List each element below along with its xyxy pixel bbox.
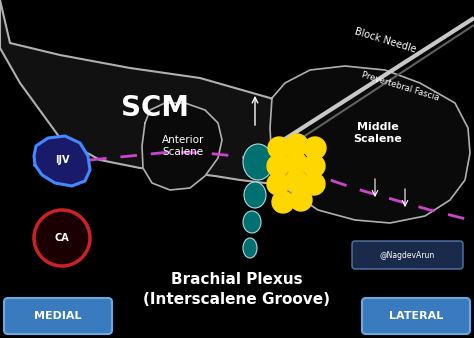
Text: (Interscalene Groove): (Interscalene Groove) <box>144 292 330 308</box>
Polygon shape <box>270 66 470 223</box>
Polygon shape <box>0 0 320 183</box>
Ellipse shape <box>244 182 266 208</box>
Ellipse shape <box>243 144 273 180</box>
FancyBboxPatch shape <box>4 298 112 334</box>
Text: MEDIAL: MEDIAL <box>34 311 82 321</box>
Circle shape <box>272 191 294 213</box>
Circle shape <box>267 173 289 195</box>
Ellipse shape <box>243 238 257 258</box>
Circle shape <box>34 210 90 266</box>
Text: Anterior
Scalene: Anterior Scalene <box>162 135 204 157</box>
FancyBboxPatch shape <box>362 298 470 334</box>
Text: IJV: IJV <box>55 155 69 165</box>
Polygon shape <box>34 136 90 186</box>
Text: LATERAL: LATERAL <box>389 311 443 321</box>
Circle shape <box>303 173 325 195</box>
Polygon shape <box>142 103 222 190</box>
Circle shape <box>285 152 307 174</box>
FancyBboxPatch shape <box>352 241 463 269</box>
Circle shape <box>290 189 312 211</box>
Text: SCM: SCM <box>121 94 189 122</box>
Circle shape <box>285 170 307 192</box>
Text: Prevertebral Fascia: Prevertebral Fascia <box>360 70 440 102</box>
Circle shape <box>267 155 289 177</box>
Circle shape <box>304 137 326 159</box>
Text: @NagdevArun: @NagdevArun <box>379 250 435 260</box>
Text: Middle
Scalene: Middle Scalene <box>354 122 402 144</box>
Circle shape <box>268 137 290 159</box>
Ellipse shape <box>243 211 261 233</box>
Text: Block Needle: Block Needle <box>353 26 417 54</box>
Text: Brachial Plexus: Brachial Plexus <box>171 272 303 288</box>
Circle shape <box>303 155 325 177</box>
Text: CA: CA <box>55 233 69 243</box>
Circle shape <box>286 134 308 156</box>
